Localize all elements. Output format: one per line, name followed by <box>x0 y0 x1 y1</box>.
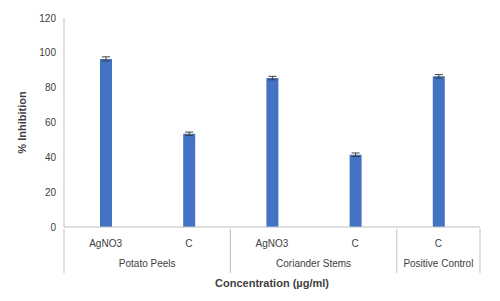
svg-text:% Inhibition: % Inhibition <box>16 91 28 154</box>
svg-text:C: C <box>352 238 359 249</box>
svg-text:40: 40 <box>45 152 57 163</box>
svg-text:Potato Peels: Potato Peels <box>119 258 176 269</box>
svg-text:80: 80 <box>45 82 57 93</box>
svg-text:120: 120 <box>39 13 56 24</box>
svg-text:Concentration (µg/ml): Concentration (µg/ml) <box>215 277 329 289</box>
svg-text:C: C <box>435 238 442 249</box>
svg-text:60: 60 <box>45 117 57 128</box>
svg-text:AgNO3: AgNO3 <box>89 238 122 249</box>
svg-text:Coriander Stems: Coriander Stems <box>276 258 351 269</box>
svg-text:0: 0 <box>50 222 56 233</box>
svg-text:AgNO3: AgNO3 <box>256 238 289 249</box>
svg-text:Positive Control: Positive Control <box>403 258 473 269</box>
svg-text:C: C <box>185 238 192 249</box>
svg-text:20: 20 <box>45 187 57 198</box>
svg-text:100: 100 <box>39 47 56 58</box>
